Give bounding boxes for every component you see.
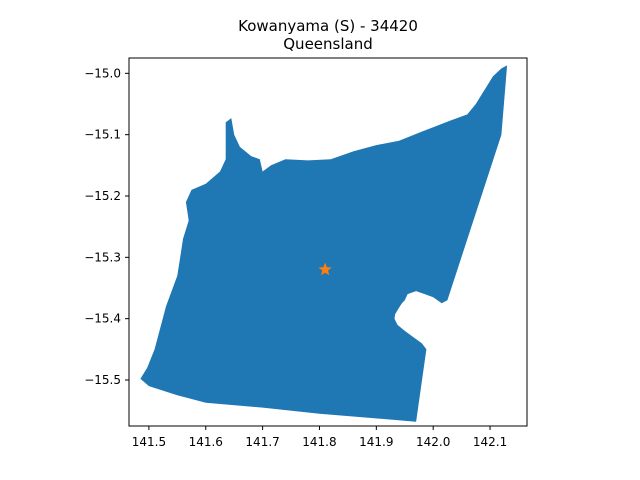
y-tick-label: −15.1 [84,128,121,142]
x-tick-label: 141.8 [302,435,336,449]
axes-frame [128,57,528,427]
y-tick-label: −15.3 [84,250,121,264]
y-tick-label: −15.5 [84,373,121,387]
chart-title-line2: Queensland [283,35,372,53]
y-tick-label: −15.4 [84,312,121,326]
x-axis: 141.5 141.6 141.7 141.8 141.9 142.0 142.1 [132,426,507,449]
x-tick-label: 141.9 [359,435,393,449]
y-tick-label: −15.0 [84,66,121,80]
x-tick-label: 142.1 [473,435,507,449]
y-axis: −15.0 −15.1 −15.2 −15.3 −15.4 −15.5 [84,66,129,387]
x-tick-label: 141.7 [245,435,279,449]
y-tick-label: −15.2 [84,189,121,203]
centroid-star-marker [318,262,332,276]
region-polygon [140,65,508,422]
x-tick-label: 141.6 [189,435,223,449]
chart-title-line1: Kowanyama (S) - 34420 [238,17,418,35]
x-tick-label: 141.5 [132,435,166,449]
x-tick-label: 142.0 [416,435,450,449]
plot-area [140,65,508,422]
